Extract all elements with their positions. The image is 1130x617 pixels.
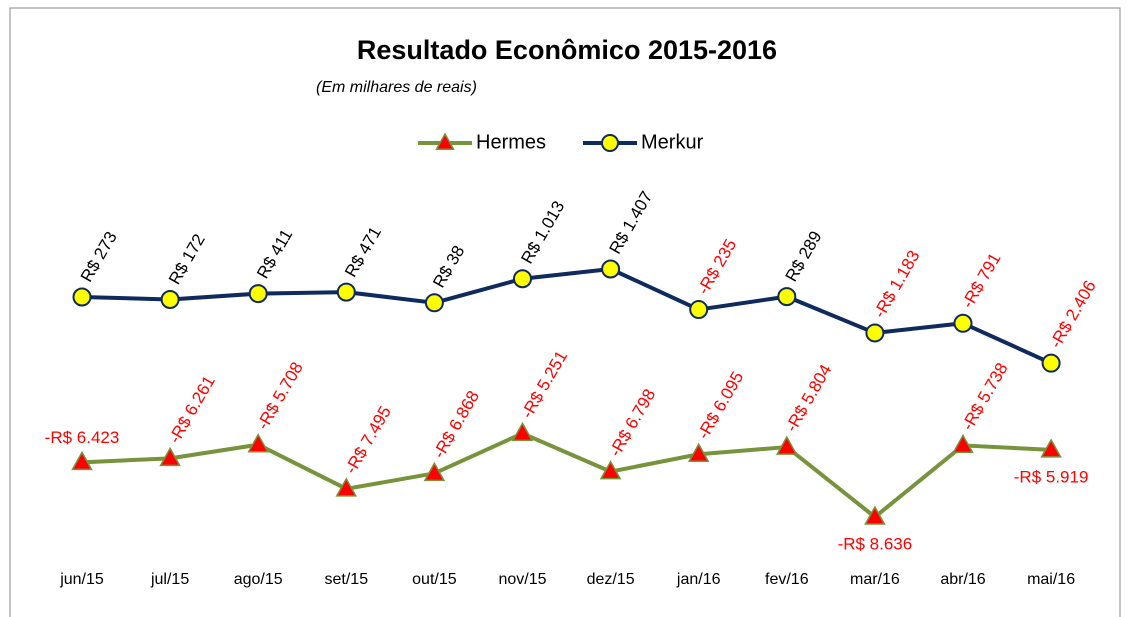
marker [865,323,885,343]
x-tick-label: set/15 [325,571,369,588]
x-tick-label: ago/15 [234,571,283,588]
marker [864,505,886,525]
marker [247,433,269,453]
marker [687,442,710,463]
marker [71,450,93,471]
marker [513,269,532,289]
marker [248,284,268,304]
marker [776,435,798,455]
chart-frame [9,7,1121,617]
legend-marker [435,132,455,151]
x-tick-label: jun/15 [59,571,104,588]
marker [160,289,180,309]
x-tick-label: dez/15 [587,571,635,588]
marker [72,287,92,307]
legend-marker [601,134,619,152]
marker [689,300,709,320]
chart-title: Resultado Econômico 2015-2016 [357,35,777,65]
marker [336,282,356,302]
marker [601,259,621,279]
marker [1040,438,1062,458]
series-line [81,267,1052,365]
marker [777,287,797,307]
marker [599,460,622,480]
data-label: -R$ 5.919 [1014,467,1089,486]
x-tick-label: jul/15 [150,571,189,588]
marker [511,421,534,442]
x-tick-label: jan/16 [676,571,721,588]
legend-label: Merkur [641,131,704,153]
data-label: -R$ 6.423 [45,428,120,447]
marker [424,293,444,313]
marker [953,313,973,333]
x-tick-label: out/15 [412,571,457,588]
x-tick-label: abr/16 [940,571,985,588]
data-label: -R$ 8.636 [838,534,913,553]
marker [423,461,446,482]
chart-subtitle: (Em milhares de reais) [316,79,477,96]
x-tick-label: fev/16 [765,571,809,588]
series-line [81,431,1052,519]
marker [159,446,181,467]
marker [1041,353,1061,373]
marker [335,477,358,497]
x-tick-label: mai/16 [1027,571,1075,588]
x-tick-label: nov/15 [498,571,546,588]
marker [952,433,974,454]
x-tick-label: mar/16 [850,571,900,588]
legend-label: Hermes [476,131,546,153]
